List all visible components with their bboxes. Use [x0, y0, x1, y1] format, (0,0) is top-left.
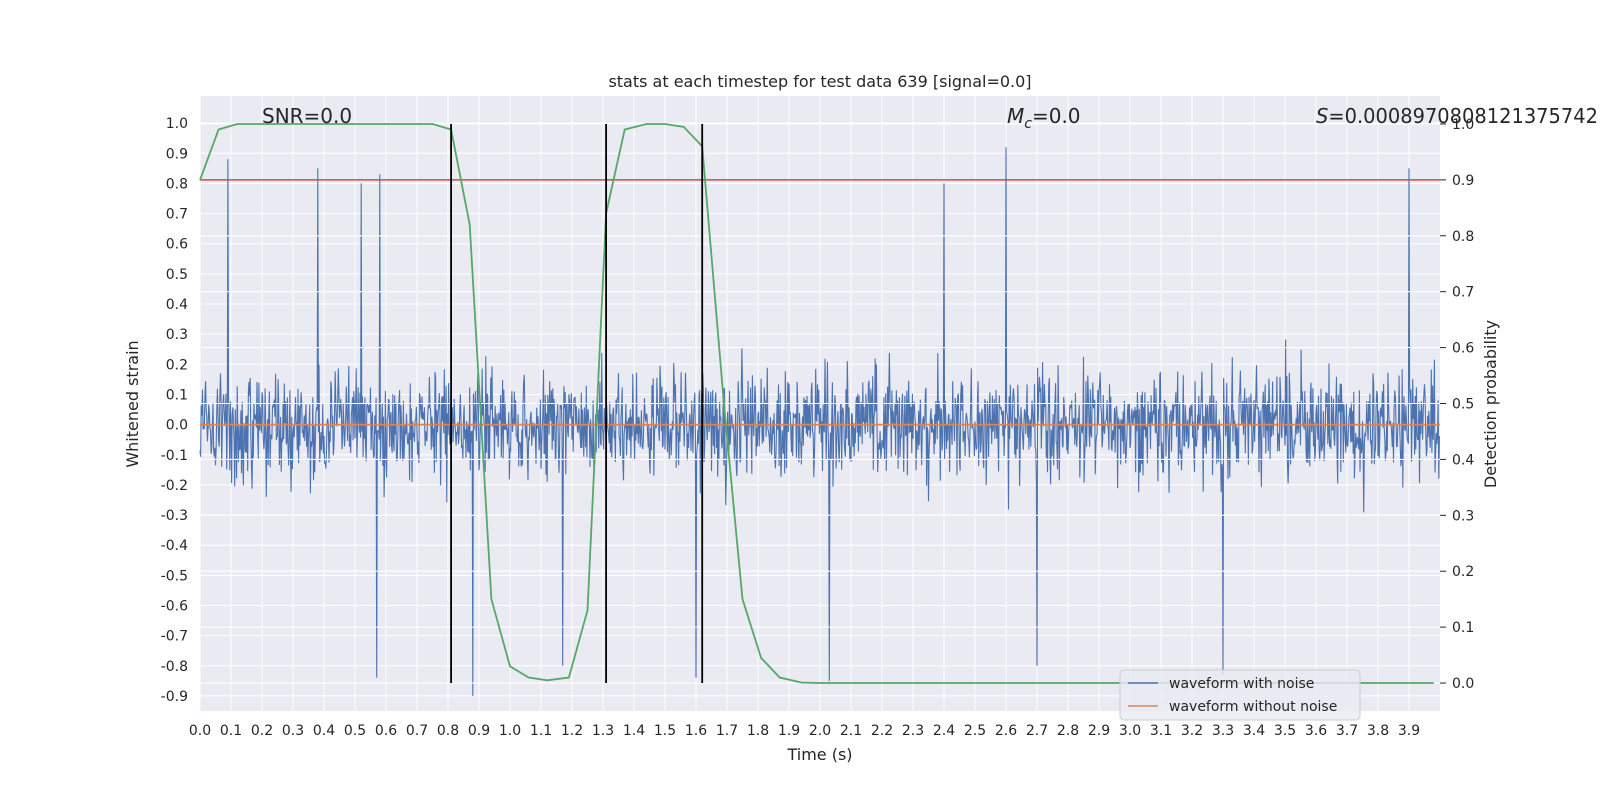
x-tick-label-14: 1.4 [623, 723, 645, 739]
x-tick-label-27: 2.7 [1026, 723, 1048, 739]
x-axis-label: Time (s) [786, 745, 852, 764]
mc-annotation: Mc=0.0 [1007, 104, 1081, 132]
y-tick-label-19: -0.9 [161, 689, 188, 705]
y-tick-label-11: -0.1 [161, 448, 188, 464]
x-tick-label-15: 1.5 [654, 723, 676, 739]
legend-label-noise: waveform with noise [1169, 676, 1314, 692]
s-symbol: S [1316, 104, 1329, 128]
noise-trace [199, 147, 1440, 696]
x-tick-label-36: 3.6 [1305, 723, 1327, 739]
x-tick-label-37: 3.7 [1336, 723, 1358, 739]
x-tick-label-4: 0.4 [313, 723, 335, 739]
x-tick-label-21: 2.1 [840, 723, 862, 739]
y2-axis-ticks: 1.0 0.9 0.8 0.7 0.6 0.5 0.4 0.3 0.2 0.1 0.0 [1440, 117, 1474, 692]
detection-probability-line [199, 123, 1434, 684]
y-tick-label-4: 0.6 [166, 237, 188, 253]
x-tick-label-5: 0.5 [344, 723, 366, 739]
x-tick-label-13: 1.3 [592, 723, 614, 739]
x-tick-label-38: 3.8 [1367, 723, 1389, 739]
x-tick-label-20: 2.0 [809, 723, 831, 739]
x-tick-label-17: 1.7 [716, 723, 738, 739]
mc-subscript: c [1024, 116, 1032, 132]
y2-tick-label-4: 0.6 [1452, 341, 1474, 357]
y-tick-label-5: 0.5 [166, 267, 188, 283]
x-tick-label-18: 1.8 [747, 723, 769, 739]
x-tick-label-33: 3.3 [1212, 723, 1234, 739]
y-tick-label-7: 0.3 [166, 327, 188, 343]
s-value: =0.0008970808121375742 [1328, 104, 1598, 128]
y2-tick-label-1: 0.9 [1452, 173, 1474, 189]
x-tick-label-35: 3.5 [1274, 723, 1296, 739]
y-tick-label-2: 0.8 [166, 176, 188, 192]
waveform-with-noise-series [199, 147, 1440, 696]
x-tick-label-24: 2.4 [933, 723, 955, 739]
y-tick-label-10: 0.0 [166, 418, 188, 434]
chart-title: stats at each timestep for test data 639… [608, 72, 1031, 91]
y2-tick-label-6: 0.4 [1452, 452, 1474, 468]
x-tick-label-11: 1.1 [530, 723, 552, 739]
x-tick-label-10: 1.0 [499, 723, 521, 739]
vertical-markers [450, 123, 704, 684]
mc-symbol: M [1007, 104, 1024, 128]
x-tick-label-34: 3.4 [1243, 723, 1265, 739]
y-tick-label-9: 0.1 [166, 387, 188, 403]
y2-tick-label-7: 0.3 [1452, 508, 1474, 524]
x-tick-label-9: 0.9 [468, 723, 490, 739]
x-tick-label-31: 3.1 [1150, 723, 1172, 739]
x-tick-label-26: 2.6 [995, 723, 1017, 739]
y-tick-label-17: -0.7 [161, 629, 188, 645]
y-tick-label-8: 0.2 [166, 357, 188, 373]
x-tick-label-0: 0.0 [189, 723, 211, 739]
series-lines [199, 123, 1440, 684]
y2-tick-label-5: 0.5 [1452, 397, 1474, 413]
y2-axis-label: Detection probability [1481, 320, 1500, 488]
x-tick-label-39: 3.9 [1398, 723, 1420, 739]
y-tick-label-16: -0.6 [161, 598, 188, 614]
x-tick-label-22: 2.2 [871, 723, 893, 739]
y-tick-label-18: -0.8 [161, 659, 188, 675]
y2-tick-label-2: 0.8 [1452, 229, 1474, 245]
legend-box [1119, 669, 1361, 721]
y2-tick-label-8: 0.2 [1452, 564, 1474, 580]
x-tick-label-19: 1.9 [778, 723, 800, 739]
y-axis-label: Whitened strain [123, 340, 142, 467]
s-annotation: S=0.0008970808121375742 [1316, 104, 1598, 128]
x-tick-label-2: 0.2 [251, 723, 273, 739]
x-tick-label-32: 3.2 [1181, 723, 1203, 739]
x-tick-label-28: 2.8 [1057, 723, 1079, 739]
y2-tick-label-0: 1.0 [1452, 117, 1474, 133]
y-tick-label-1: 0.9 [166, 146, 188, 162]
y-tick-label-6: 0.4 [166, 297, 188, 313]
legend-label-clean: waveform without noise [1169, 699, 1337, 715]
y2-tick-label-3: 0.7 [1452, 285, 1474, 301]
y-tick-label-12: -0.2 [161, 478, 188, 494]
y-tick-label-3: 0.7 [166, 207, 188, 223]
mc-value: =0.0 [1032, 104, 1081, 128]
x-tick-label-8: 0.8 [437, 723, 459, 739]
x-tick-label-6: 0.6 [375, 723, 397, 739]
x-tick-label-1: 0.1 [220, 723, 242, 739]
x-tick-label-23: 2.3 [902, 723, 924, 739]
x-axis-ticks: 0.0 0.1 0.2 0.3 0.4 0.5 0.6 0.7 0.8 0.9 1.0 1.1 1.2 1… [189, 723, 1420, 739]
x-tick-label-7: 0.7 [406, 723, 428, 739]
y-tick-label-14: -0.4 [161, 538, 188, 554]
y-tick-label-13: -0.3 [161, 508, 188, 524]
y-tick-label-15: -0.5 [161, 568, 188, 584]
x-tick-label-16: 1.6 [685, 723, 707, 739]
legend: waveform with noise waveform without noi… [1119, 669, 1361, 721]
y2-tick-label-9: 0.1 [1452, 620, 1474, 636]
x-tick-label-3: 0.3 [282, 723, 304, 739]
x-tick-label-12: 1.2 [561, 723, 583, 739]
x-tick-label-30: 3.0 [1119, 723, 1141, 739]
y-tick-label-0: 1.0 [166, 116, 188, 132]
x-tick-label-29: 2.9 [1088, 723, 1110, 739]
x-tick-label-25: 2.5 [964, 723, 986, 739]
y2-tick-label-10: 0.0 [1452, 676, 1474, 692]
snr-annotation: SNR=0.0 [262, 104, 352, 128]
y-axis-ticks: 1.0 0.9 0.8 0.7 0.6 0.5 0.4 0.3 0.2 0.1 0.0 -0.1 -0.… [161, 116, 188, 705]
